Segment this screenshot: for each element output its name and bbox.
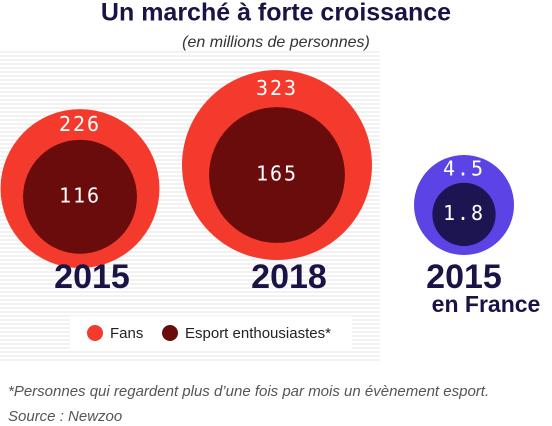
category-label: 2018 [251, 258, 327, 296]
value-label: 226 [59, 112, 101, 136]
legend-label: Fans [110, 325, 143, 342]
chart-subtitle: (en millions de personnes) [182, 34, 370, 51]
legend-swatch [87, 325, 103, 341]
footnote: *Personnes qui regardent plus d’une fois… [8, 383, 489, 400]
value-label: 1.8 [443, 201, 485, 225]
category-label: 2015 [426, 258, 502, 296]
value-label: 4.5 [443, 156, 485, 180]
value-label: 116 [59, 183, 101, 207]
bubble-esport [23, 139, 137, 254]
source: Source : Newzoo [8, 408, 122, 425]
legend-swatch [162, 325, 178, 341]
value-label: 165 [256, 162, 298, 186]
bubble-esport [432, 182, 496, 246]
category-label: 2015 [54, 258, 130, 296]
legend-label: Esport enthousiastes* [185, 325, 331, 342]
category-sublabel: en France [432, 291, 541, 317]
value-label: 323 [256, 76, 298, 100]
chart-title: Un marché à forte croissance [101, 0, 451, 27]
bubble-esport [209, 107, 345, 243]
legend-box [70, 316, 352, 350]
